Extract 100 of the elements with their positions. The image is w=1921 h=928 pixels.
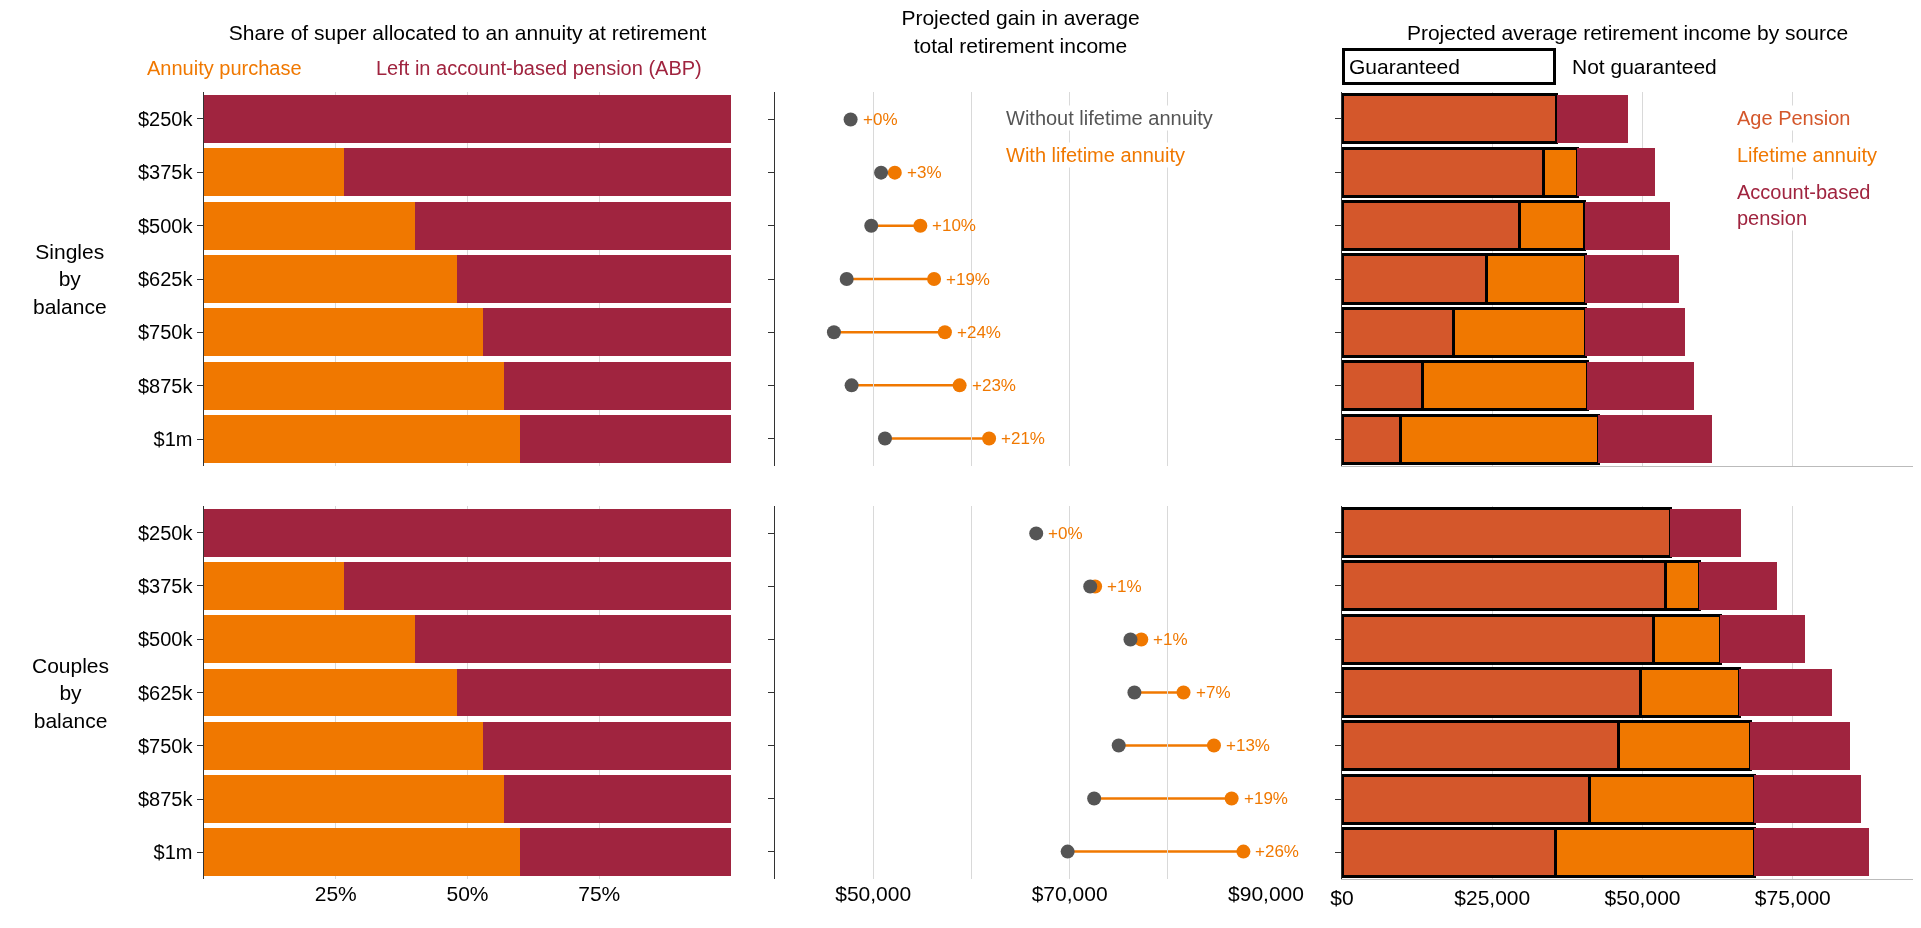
bar — [456, 668, 731, 717]
point — [826, 325, 841, 340]
point — [887, 165, 902, 180]
bar — [204, 668, 457, 717]
bar — [520, 415, 731, 464]
y-tick-label: $625k — [138, 681, 194, 704]
y-tick-label: $1m — [153, 841, 193, 864]
bar — [1720, 615, 1805, 664]
y-tick-label: $750k — [138, 321, 194, 344]
point — [877, 431, 892, 446]
bar — [204, 361, 505, 410]
bar — [1585, 254, 1679, 304]
x-tick-label: 25% — [314, 882, 357, 905]
point — [1206, 738, 1221, 753]
bar — [1587, 361, 1695, 410]
chart-title: Projected average retirement income by source — [1406, 20, 1849, 44]
chart-title: Share of super allocated to an annuity at retirement — [228, 20, 707, 44]
y-tick-label: $625k — [138, 268, 194, 290]
text: Age Pension — [1737, 107, 1851, 129]
point — [1087, 791, 1102, 806]
bar — [483, 721, 731, 770]
bar — [204, 254, 457, 304]
point — [913, 218, 928, 233]
y-tick-label: $500k — [138, 628, 194, 651]
series-label: Left in account-based pension (ABP) — [376, 57, 702, 79]
annotation: +1% — [1153, 630, 1188, 649]
bar — [204, 828, 521, 877]
chart-title: Projected gain in average total retirement income — [901, 6, 1140, 57]
bar — [204, 308, 484, 357]
bar — [1556, 94, 1628, 143]
bar — [456, 254, 731, 304]
bar — [1670, 508, 1742, 557]
bar — [343, 561, 731, 610]
text: Lifetime annuity — [1737, 144, 1878, 166]
point — [1123, 632, 1138, 647]
annotation: +13% — [1226, 736, 1270, 755]
bar — [204, 415, 521, 464]
bar — [414, 201, 731, 250]
bar — [504, 775, 731, 824]
annotation: +21% — [1001, 429, 1045, 448]
bar — [1584, 201, 1671, 250]
bar — [1342, 93, 1559, 145]
bar — [204, 148, 344, 197]
point — [864, 218, 879, 233]
point — [1029, 526, 1044, 541]
bar — [343, 148, 731, 197]
bar — [204, 201, 415, 250]
bar — [1342, 507, 1672, 559]
x-tick-label: $50,000 — [835, 882, 912, 905]
annotation: +7% — [1196, 683, 1231, 702]
y-tick-label: $500k — [138, 214, 194, 237]
point — [843, 112, 858, 127]
y-axis-title: Couples by balance — [32, 654, 110, 732]
point — [1083, 579, 1098, 594]
annotation: +19% — [946, 270, 990, 289]
point — [839, 272, 854, 286]
x-tick-label: $0 — [1330, 886, 1354, 910]
bar — [504, 361, 731, 410]
annotation: +3% — [907, 163, 942, 182]
y-tick-label: $875k — [138, 374, 194, 397]
bar — [1754, 828, 1869, 877]
y-tick-label: $375k — [138, 161, 194, 184]
point — [1060, 844, 1075, 859]
annotation: +1% — [1107, 577, 1142, 596]
text: Annuity purchase — [147, 57, 302, 79]
x-tick-label: $75,000 — [1754, 886, 1831, 910]
point — [844, 378, 859, 393]
x-tick-label: $90,000 — [1228, 882, 1304, 905]
x-tick-label: $70,000 — [1031, 882, 1108, 905]
bar — [204, 775, 505, 824]
bar — [1699, 561, 1777, 610]
bar — [483, 308, 731, 357]
text: With lifetime annuity — [1006, 144, 1185, 166]
bar — [520, 828, 731, 877]
annotation: +24% — [957, 323, 1001, 342]
bar — [1577, 148, 1656, 197]
bar — [204, 561, 344, 610]
y-tick-label: $875k — [138, 788, 194, 811]
point — [1127, 685, 1142, 700]
point — [952, 378, 967, 393]
bar — [414, 615, 731, 664]
annotation: +23% — [972, 376, 1016, 395]
x-tick-label: 50% — [446, 882, 489, 905]
annotation: +0% — [863, 110, 898, 129]
y-tick-label: $375k — [138, 574, 194, 597]
y-tick-label: $250k — [138, 521, 194, 544]
point — [874, 165, 889, 180]
annotation: +26% — [1255, 842, 1299, 861]
point — [937, 325, 952, 340]
bar — [204, 508, 731, 557]
bar — [204, 94, 731, 143]
y-tick-label: $1m — [153, 428, 193, 451]
point — [1111, 738, 1126, 753]
x-tick-label: $25,000 — [1454, 886, 1531, 910]
point — [1176, 685, 1191, 700]
text: Guaranteed — [1349, 55, 1460, 78]
annotation: +19% — [1244, 789, 1288, 808]
annotation: +0% — [1048, 524, 1083, 543]
y-tick-label: $250k — [138, 107, 194, 130]
text: Account-based pension — [1737, 181, 1871, 229]
